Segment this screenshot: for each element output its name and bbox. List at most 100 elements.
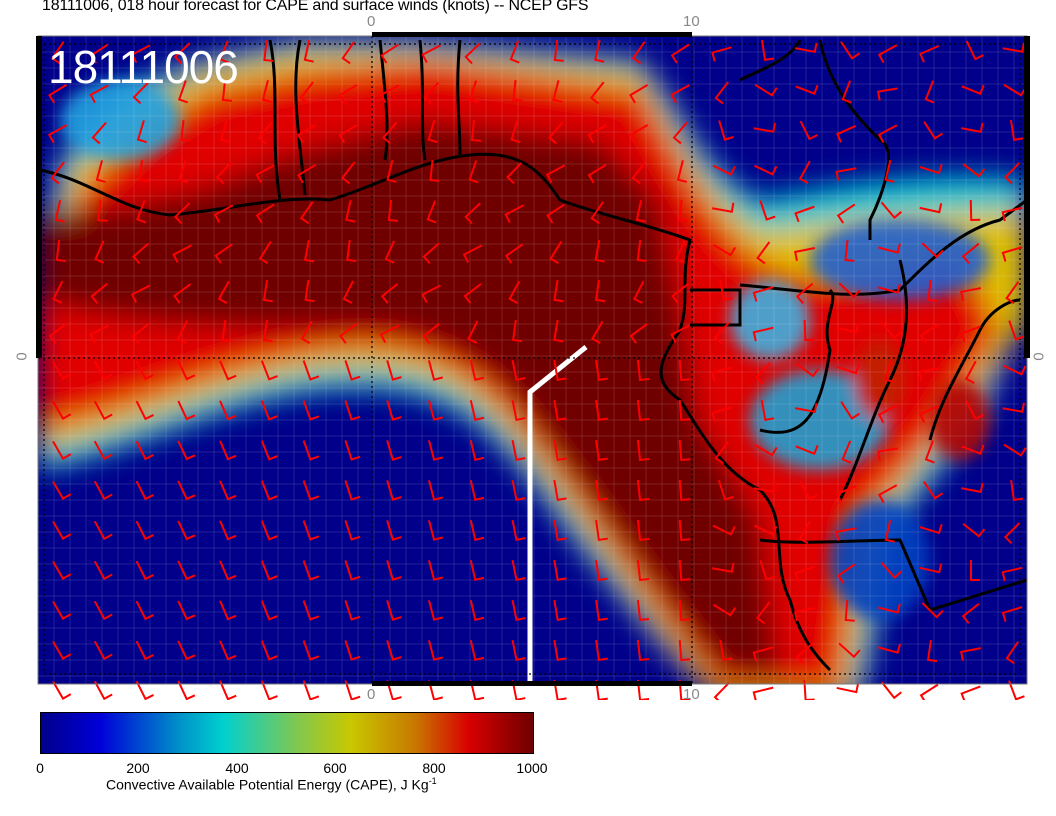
wind-barb xyxy=(803,679,815,700)
wind-barb xyxy=(633,280,645,304)
wind-barb xyxy=(921,242,944,259)
wind-barb xyxy=(841,440,852,464)
wind-barb xyxy=(386,400,402,421)
wind-barb xyxy=(463,283,482,304)
wind-barb xyxy=(427,520,443,541)
wind-barb xyxy=(678,519,691,542)
wind-barb xyxy=(672,121,688,145)
wind-barb xyxy=(880,561,903,579)
wind-barb xyxy=(344,440,361,461)
wind-barb xyxy=(794,205,815,223)
wind-barb xyxy=(344,480,361,501)
wind-barb xyxy=(422,322,440,344)
wind-barb xyxy=(339,323,358,344)
wind-barb xyxy=(918,367,940,381)
frame-bar-left xyxy=(36,36,42,358)
wind-barb xyxy=(219,640,237,661)
wind-barb xyxy=(302,400,320,421)
wind-barb xyxy=(590,201,605,225)
wind-barb xyxy=(215,162,232,185)
wind-barb xyxy=(919,404,940,423)
wind-barb xyxy=(95,160,106,183)
wind-barb xyxy=(756,601,771,625)
wind-barb xyxy=(591,320,604,345)
cape-field xyxy=(38,36,1027,684)
wind-barb xyxy=(260,600,278,621)
wind-barb xyxy=(838,282,861,299)
left-tick-0: 0 xyxy=(13,352,31,361)
wind-barb xyxy=(386,520,402,541)
wind-barb xyxy=(344,520,361,541)
wind-barb xyxy=(1003,364,1027,376)
wind-barb xyxy=(924,440,935,464)
wind-barb xyxy=(511,359,526,381)
wind-barb xyxy=(711,46,732,62)
wind-barb xyxy=(678,439,691,462)
wind-barb xyxy=(380,43,399,64)
wind-barb xyxy=(548,121,564,145)
wind-barb xyxy=(678,599,691,622)
wind-barb xyxy=(464,202,481,225)
wind-barb xyxy=(553,479,567,502)
wind-barb xyxy=(714,441,729,465)
frame-bar-right xyxy=(1024,36,1030,358)
wind-barb xyxy=(711,406,732,422)
wind-barb xyxy=(799,120,818,141)
wind-barb xyxy=(260,440,278,461)
chart-title: 18111006, 018 hour forecast for CAPE and… xyxy=(42,0,589,14)
wind-barb xyxy=(260,680,278,700)
wind-barb xyxy=(93,400,113,421)
wind-barb xyxy=(636,239,647,263)
wind-barb xyxy=(135,520,154,541)
wind-barb xyxy=(752,286,774,302)
wind-barb xyxy=(219,600,237,621)
wind-barb xyxy=(961,444,985,455)
wind-barb xyxy=(760,39,775,62)
wind-barb xyxy=(553,439,567,462)
wind-barb xyxy=(960,482,984,494)
wind-barb xyxy=(553,679,567,700)
wind-barb xyxy=(587,124,607,144)
wind-barb xyxy=(213,204,234,224)
wind-barb xyxy=(136,120,148,144)
wind-barb xyxy=(177,600,196,621)
wind-barb xyxy=(545,164,566,184)
wind-barb xyxy=(258,241,272,265)
wind-barb xyxy=(382,121,398,145)
wind-barb xyxy=(880,321,902,340)
wind-barb xyxy=(52,280,64,304)
graticule xyxy=(38,36,1027,684)
wind-barb xyxy=(386,680,402,700)
wind-barb xyxy=(960,647,982,661)
wind-barb xyxy=(880,201,902,220)
wind-barb xyxy=(1008,680,1025,700)
wind-barb xyxy=(595,479,608,502)
wind-barb xyxy=(794,247,816,261)
wind-barb xyxy=(504,243,524,264)
wind-barb xyxy=(919,563,943,574)
wind-barb xyxy=(1005,281,1020,305)
wind-barb xyxy=(255,203,275,224)
wind-barb xyxy=(752,686,774,700)
wind-barb xyxy=(838,642,861,659)
wind-barb xyxy=(798,160,811,184)
wind-barb xyxy=(346,239,357,263)
wind-barb xyxy=(836,683,860,694)
wind-barb xyxy=(754,83,778,97)
wind-barb xyxy=(508,280,521,304)
wind-barb xyxy=(386,560,402,581)
wind-barb xyxy=(384,240,395,264)
wind-barb xyxy=(719,639,733,662)
wind-barb xyxy=(712,524,736,536)
wind-barb xyxy=(546,203,565,224)
wind-barb xyxy=(90,282,108,304)
wind-barb xyxy=(553,39,564,62)
wind-barb xyxy=(261,80,273,103)
wind-barb xyxy=(795,84,819,95)
wind-barb xyxy=(219,520,237,541)
wind-barb xyxy=(760,399,775,422)
wind-barb xyxy=(712,244,737,257)
wind-barb xyxy=(719,279,733,301)
wind-barb xyxy=(961,84,985,95)
wind-barb xyxy=(426,200,437,224)
